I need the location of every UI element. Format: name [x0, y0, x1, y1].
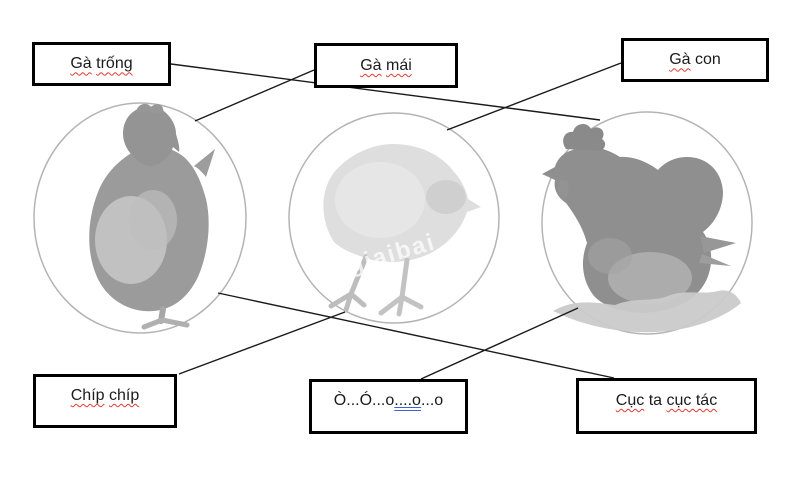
- connector-chip-chip-to-chick[interactable]: [178, 311, 346, 375]
- label-text-segment: Gà: [70, 55, 92, 73]
- label-text-segment: trống: [96, 55, 133, 73]
- hen-feet: [141, 317, 190, 330]
- connector-ga-con-to-chick[interactable]: [446, 62, 622, 131]
- hen-wing-tip: [194, 149, 215, 177]
- label-text-segment: Ò...Ó...o: [333, 392, 395, 410]
- hen-comb: [136, 103, 164, 113]
- label-text-segment: cục tác: [666, 391, 718, 409]
- label-text-segment: ta: [648, 391, 663, 409]
- rooster-breast-highlight: [588, 238, 632, 274]
- chick-left-foot: [328, 291, 367, 313]
- rooster-image[interactable]: [541, 111, 753, 335]
- hen-head: [122, 106, 180, 166]
- chick-body-highlight: [335, 162, 425, 238]
- connector-lines-group: [170, 62, 622, 380]
- label-text-segment: mái: [386, 56, 412, 74]
- chick-image[interactable]: giaibai: [288, 112, 500, 324]
- rooster-ground: [553, 290, 741, 333]
- label-box-chip-chip[interactable]: Chíp chíp: [33, 374, 177, 428]
- connector-o-o-crow-to-rooster[interactable]: [420, 307, 579, 380]
- rooster-tail-spike: [700, 236, 736, 253]
- connector-ga-mai-to-hen[interactable]: [194, 69, 315, 122]
- label-text-segment: Gà: [669, 51, 691, 69]
- label-box-o-o-crow[interactable]: Ò...Ó...o ....o ...o: [309, 379, 468, 434]
- label-box-ga-mai[interactable]: Gà mái: [314, 43, 458, 88]
- chick-head-shading: [426, 180, 466, 214]
- hen-image[interactable]: [33, 102, 247, 334]
- connector-cuc-ta-cuc-tac-to-hen[interactable]: [217, 292, 615, 379]
- rooster-comb: [563, 123, 606, 151]
- chick-right-foot: [378, 294, 424, 317]
- label-box-cuc-ta-cuc-tac[interactable]: Cục ta cục tác: [576, 378, 757, 434]
- chick-right-leg: [399, 257, 410, 300]
- label-text-segment: Cục: [615, 391, 645, 409]
- connector-ga-trong-to-rooster[interactable]: [170, 63, 601, 121]
- label-text-segment: Gà: [360, 56, 382, 74]
- label-box-ga-con[interactable]: Gà con: [621, 38, 769, 82]
- label-text-segment: ....o: [394, 392, 421, 410]
- label-text-segment: con: [695, 51, 721, 69]
- label-text-segment: ...o: [420, 392, 444, 410]
- rooster-wattle: [557, 180, 569, 199]
- label-text-segment: Chíp: [70, 386, 105, 404]
- label-text-segment: chíp: [109, 386, 140, 404]
- label-box-ga-trong[interactable]: Gà trống: [32, 42, 171, 86]
- chick-left-leg: [348, 254, 369, 297]
- hen-wing-highlight: [129, 190, 177, 250]
- rooster-tail-spike-2: [699, 254, 731, 266]
